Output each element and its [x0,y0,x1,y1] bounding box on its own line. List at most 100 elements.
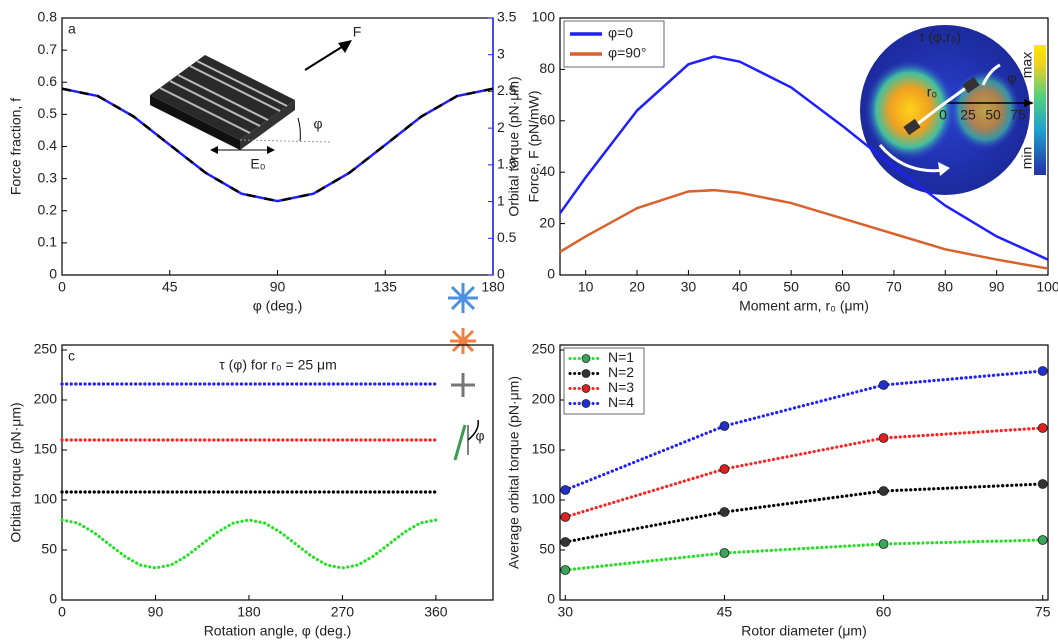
y-tick-label: 100 [34,491,58,507]
x-tick-label: 30 [681,279,697,295]
legend-label: N=3 [608,379,634,395]
series-line [558,55,1049,261]
y-tick-label: 0 [49,266,57,282]
annotation: min [1019,147,1035,170]
annotation: E₀ [250,156,265,172]
legend-marker [581,369,591,378]
marker [719,464,730,474]
annotation: r₀ [927,84,938,100]
series-line [563,426,1045,519]
x-axis-label: Moment arm, r₀ (μm) [739,298,869,314]
marker [1037,479,1048,489]
y-tick-label: 0.5 [38,105,58,121]
plot-frame [61,17,494,276]
x-tick-label: 40 [732,279,748,295]
legend-marker [581,399,591,408]
legend-box [563,347,645,415]
marker [878,433,889,443]
y-axis-label: Orbital torque (pN·μm) [506,76,522,216]
annotation: φ [313,116,322,132]
legend-label: N=4 [608,394,634,410]
y-tick-label: 0.1 [38,234,58,250]
rotor-icons [448,283,480,461]
plot-frame [559,344,1049,601]
plot-frame [559,17,1049,276]
y-tick-label: 0 [547,591,555,607]
annotation: 75 [1010,107,1026,123]
y2-axis-label: Force, F (pN/mW) [526,91,542,203]
y-tick-label: 150 [532,441,556,457]
y2-tick-label: 2 [497,119,505,135]
y-tick-label: 150 [34,441,58,457]
y-tick-label: 0 [49,591,57,607]
marker [560,485,571,495]
marker [878,486,889,496]
x-tick-label: 180 [237,604,261,620]
grating-inset [150,40,352,154]
y-tick-label: 20 [539,214,555,230]
marker [1037,366,1048,376]
y2-tick-label: 1 [497,192,505,208]
annotation: τ (φ) for r₀ = 25 μm [219,357,337,373]
legend-marker [581,384,591,393]
marker [719,548,730,558]
series-dash [61,87,494,203]
series-line [563,369,1045,492]
marker [560,512,571,522]
y-tick-label: 200 [532,391,556,407]
y-tick-label: 80 [539,60,555,76]
y-tick-label: 0.7 [38,41,58,57]
y-tick-label: 200 [34,391,58,407]
y2-tick-label: 2.5 [497,82,517,98]
annotation: τ (φ,r₀) [919,29,961,45]
y2-tick-label: 3.5 [497,9,517,25]
y-tick-label: 0.8 [38,9,58,25]
annotation: φ [1007,70,1016,86]
x-tick-label: 50 [783,279,799,295]
x-tick-label: 0 [58,279,66,295]
annotation: 25 [960,107,976,123]
x-tick-label: 10 [578,279,594,295]
x-tick-label: 30 [558,604,574,620]
y-tick-label: 100 [532,9,556,25]
x-tick-label: 75 [1035,604,1051,620]
x-tick-label: 70 [886,279,902,295]
x-tick-label: 45 [162,279,178,295]
y-axis-label: Force fraction, f [8,98,24,195]
y-tick-label: 250 [34,341,58,357]
x-tick-label: 90 [148,604,164,620]
marker [719,507,730,517]
panel-label: a [68,21,76,37]
marker [878,539,889,549]
legend-box [563,20,665,68]
y2-tick-label: 1.5 [497,156,517,172]
x-tick-label: 180 [481,279,505,295]
annotation: φ [475,428,484,444]
x-tick-label: 90 [270,279,286,295]
marker [560,537,571,547]
y-tick-label: 250 [532,341,556,357]
x-tick-label: 270 [331,604,355,620]
y-tick-label: 100 [532,491,556,507]
panel-label: c [68,348,75,364]
series-line [60,518,438,570]
y-axis-label: Orbital torque (pN·μm) [8,402,24,542]
y-axis-label: Average orbital torque (pN·μm) [506,376,522,569]
legend-label: N=2 [608,364,634,380]
legend-marker [581,354,591,363]
y-tick-label: 0.3 [38,169,58,185]
y2-tick-label: 3 [497,45,505,61]
y-tick-label: 50 [41,541,57,557]
y-tick-label: 40 [539,163,555,179]
x-axis-label: Rotation angle, φ (deg.) [204,623,352,639]
heatmap-inset [860,25,1046,195]
marker [1037,535,1048,545]
series-line [563,482,1045,544]
marker [560,565,571,575]
series-line [559,188,1049,270]
x-tick-label: 0 [58,604,66,620]
marker [719,421,730,431]
annotation: 0 [939,107,947,123]
x-tick-label: 135 [374,279,398,295]
